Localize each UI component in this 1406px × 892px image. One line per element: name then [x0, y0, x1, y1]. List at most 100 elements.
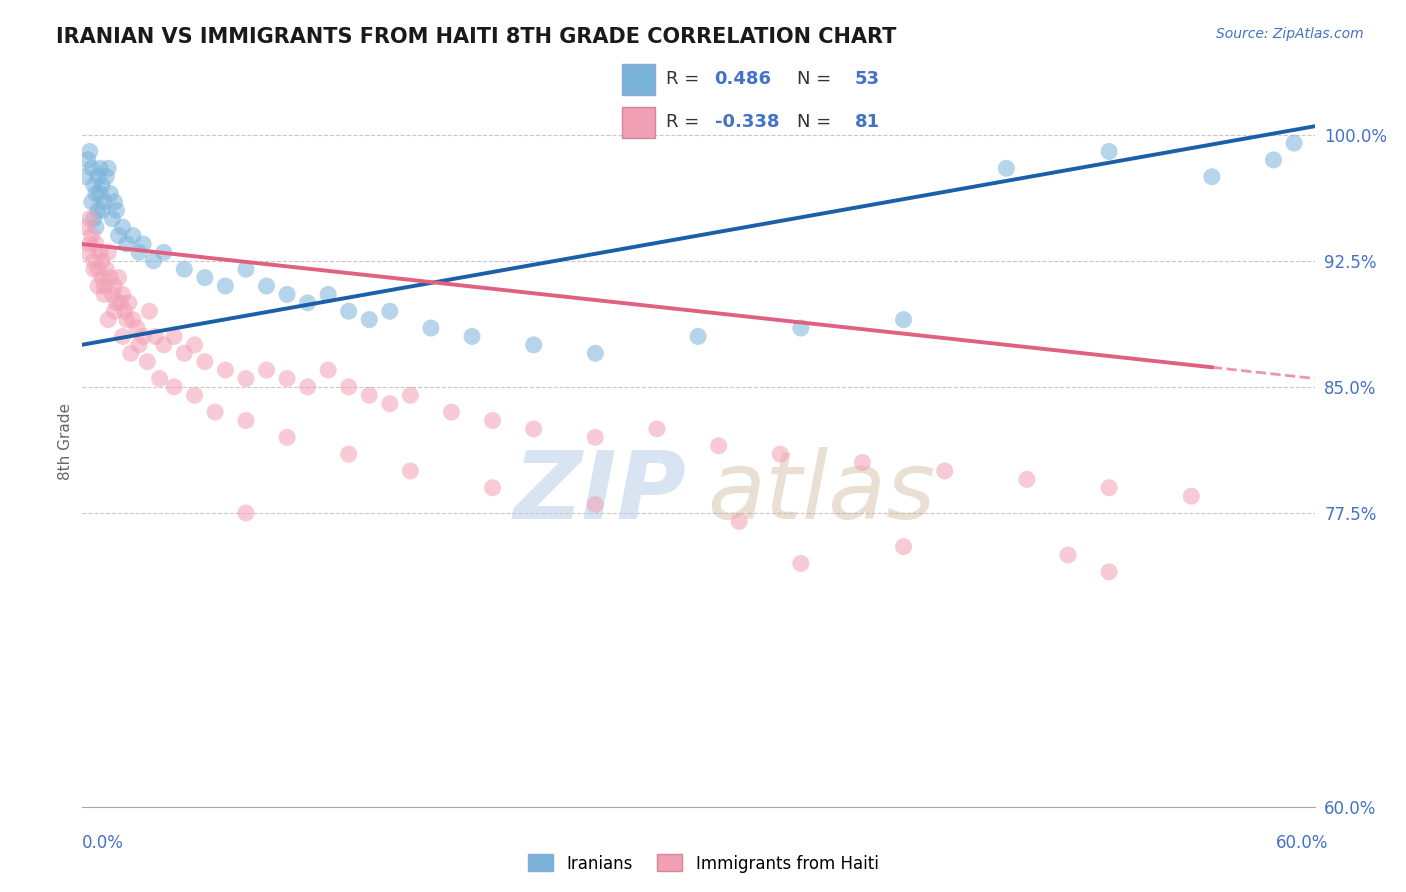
Point	[97, 245, 120, 260]
Point	[152, 245, 174, 260]
Text: 0.0%: 0.0%	[82, 834, 124, 852]
Point	[97, 312, 120, 326]
Point	[399, 388, 422, 402]
Point	[107, 228, 129, 243]
Point	[183, 388, 205, 402]
Point	[149, 371, 172, 385]
Point	[183, 338, 205, 352]
Point	[235, 413, 257, 427]
Point	[173, 262, 195, 277]
Point	[194, 354, 217, 368]
Point	[87, 203, 110, 218]
Point	[163, 329, 186, 343]
Point	[378, 304, 401, 318]
Point	[80, 228, 103, 243]
Point	[125, 321, 148, 335]
Point	[995, 161, 1018, 176]
Point	[114, 304, 136, 318]
Point	[118, 295, 141, 310]
Point	[84, 186, 107, 201]
Point	[1098, 565, 1121, 579]
Point	[790, 321, 813, 335]
Point	[316, 363, 339, 377]
Point	[399, 464, 422, 478]
Point	[103, 194, 125, 209]
Point	[851, 456, 873, 470]
Point	[461, 329, 484, 343]
Point	[173, 346, 195, 360]
Point	[645, 422, 668, 436]
Point	[111, 287, 134, 301]
Point	[83, 178, 105, 193]
Point	[297, 380, 319, 394]
Point	[256, 363, 278, 377]
Point	[83, 211, 105, 226]
Point	[583, 430, 606, 444]
Point	[103, 304, 125, 318]
Point	[101, 287, 124, 301]
Point	[91, 270, 114, 285]
Text: 53: 53	[855, 70, 880, 88]
Text: R =: R =	[665, 113, 704, 131]
FancyBboxPatch shape	[621, 64, 655, 95]
Point	[110, 295, 132, 310]
Point	[87, 262, 110, 277]
Point	[1057, 548, 1080, 562]
Text: R =: R =	[665, 70, 704, 88]
Point	[1263, 153, 1285, 167]
Point	[128, 338, 150, 352]
Point	[76, 245, 98, 260]
Point	[98, 270, 121, 285]
Point	[83, 262, 105, 277]
Text: -0.338: -0.338	[714, 113, 779, 131]
Point	[481, 413, 503, 427]
Point	[79, 237, 101, 252]
Point	[1282, 136, 1305, 150]
Point	[89, 186, 111, 201]
Point	[103, 279, 125, 293]
Point	[276, 371, 298, 385]
Point	[87, 169, 110, 184]
Text: Source: ZipAtlas.com: Source: ZipAtlas.com	[1216, 27, 1364, 41]
Point	[122, 312, 145, 326]
Point	[769, 447, 792, 461]
Point	[523, 338, 546, 352]
Point	[93, 194, 115, 209]
Point	[337, 380, 360, 394]
Point	[214, 363, 236, 377]
Point	[1098, 481, 1121, 495]
Point	[297, 295, 319, 310]
Point	[934, 464, 956, 478]
Point	[89, 161, 111, 176]
Point	[115, 237, 138, 252]
Point	[83, 253, 105, 268]
Point	[96, 262, 118, 277]
Point	[79, 211, 101, 226]
Point	[378, 397, 401, 411]
Point	[583, 346, 606, 360]
Point	[419, 321, 441, 335]
Point	[93, 279, 115, 293]
Text: N =: N =	[797, 113, 837, 131]
Point	[89, 245, 111, 260]
Point	[583, 498, 606, 512]
Point	[893, 540, 915, 554]
Point	[91, 178, 114, 193]
Point	[1015, 472, 1038, 486]
Point	[111, 220, 134, 235]
Point	[75, 220, 97, 235]
Text: 60.0%: 60.0%	[1277, 834, 1329, 852]
Point	[87, 279, 110, 293]
Point	[893, 312, 915, 326]
Point	[107, 270, 129, 285]
Point	[337, 447, 360, 461]
Point	[115, 312, 138, 326]
Point	[80, 161, 103, 176]
Text: ZIP: ZIP	[513, 447, 686, 539]
Point	[142, 253, 165, 268]
Point	[1098, 145, 1121, 159]
Point	[105, 203, 128, 218]
Point	[1180, 489, 1202, 503]
Point	[163, 380, 186, 394]
Point	[84, 237, 107, 252]
